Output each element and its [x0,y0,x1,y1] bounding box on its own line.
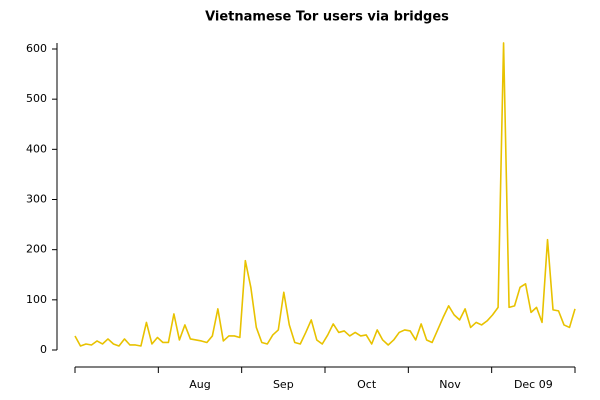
chart-title: Vietnamese Tor users via bridges [205,10,449,25]
x-tick-label: Sep [273,378,294,391]
y-tick-label: 0 [40,343,47,356]
y-tick-label: 300 [26,193,47,206]
y-tick-label: 100 [26,293,47,306]
y-tick-label: 200 [26,243,47,256]
data-line [74,42,576,347]
y-tick-label: 500 [26,92,47,105]
y-tick-label: 600 [26,42,47,55]
x-tick-label: Aug [189,378,210,391]
y-tick-label: 400 [26,142,47,155]
x-tick-label: Nov [439,378,461,391]
x-tick-label: Dec 09 [514,378,553,391]
x-tick-label: Oct [357,378,377,391]
